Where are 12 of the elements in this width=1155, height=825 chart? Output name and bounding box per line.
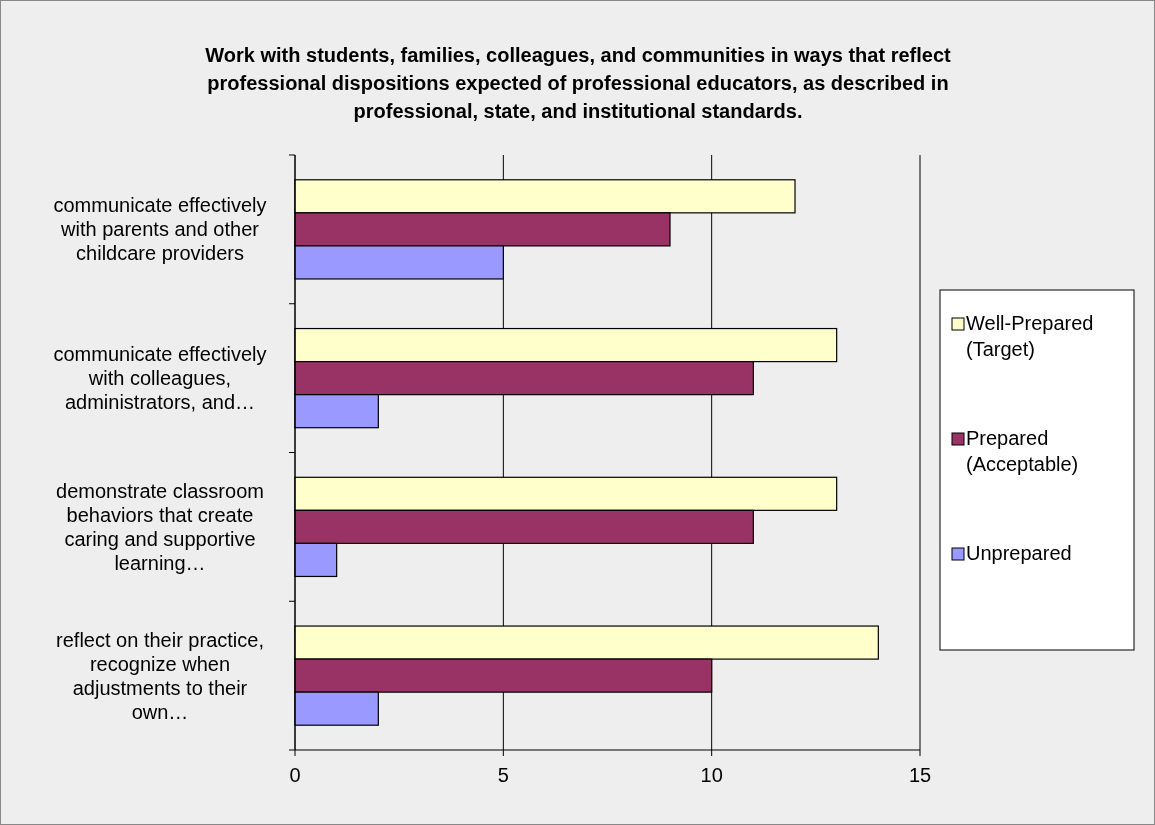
- y-tick-label: communicate effectively with colleagues, administrators, and…: [53, 343, 267, 414]
- x-tick-label: 5: [497, 764, 509, 786]
- chart-title: Work with students, families, colleagues, and communities in ways that reflect professional dispositions expected of professional educators, as described in professional, state, and institutional standards.: [205, 44, 952, 122]
- legend-label: Unprepared: [966, 542, 1072, 564]
- y-tick-label: reflect on their practice, recognize when adjustments to their own…: [56, 628, 264, 723]
- x-tick-label: 10: [700, 764, 723, 786]
- x-tick-label: 15: [908, 764, 932, 786]
- legend-label: Prepared (Acceptable): [966, 427, 1079, 475]
- y-tick-label: demonstrate classroom behaviors that create caring and supportive learning…: [56, 479, 264, 574]
- x-tick-label: 0: [289, 764, 301, 786]
- legend-label: Well-Prepared (Target): [966, 312, 1094, 360]
- y-tick-label: communicate effectively with parents and other childcare providers: [53, 194, 267, 265]
